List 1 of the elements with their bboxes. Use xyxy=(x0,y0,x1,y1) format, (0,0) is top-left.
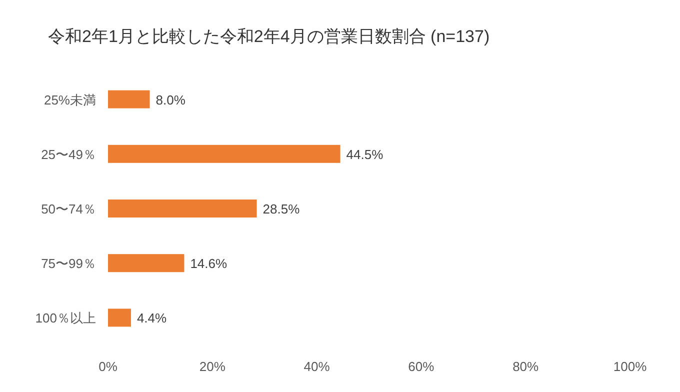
title: 令和2年1月と比較した令和2年4月の営業日数割合 (n=137) xyxy=(48,27,490,46)
